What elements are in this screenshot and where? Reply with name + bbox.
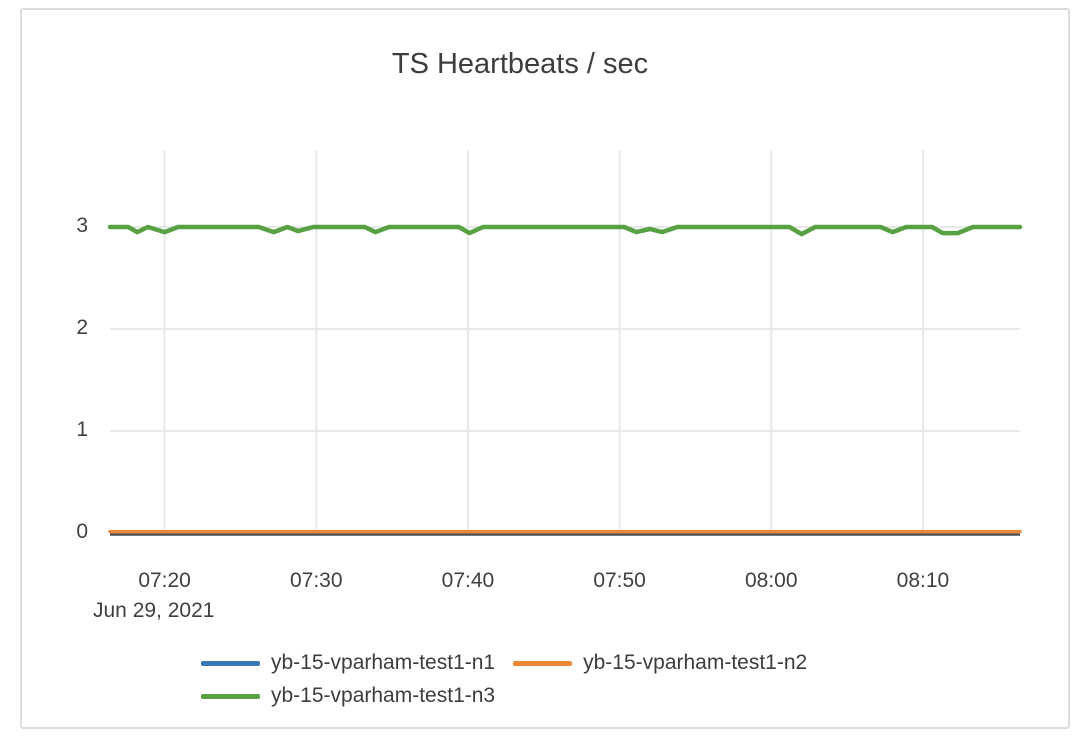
x-tick-label: 08:00 xyxy=(744,569,798,592)
legend-swatch-n1 xyxy=(201,660,260,666)
legend-row-1: yb-15-vparham-test1-n1 yb-15-vparham-tes… xyxy=(201,651,807,675)
x-tick-label: 08:10 xyxy=(896,569,950,592)
x-tick-label: 07:50 xyxy=(593,569,646,592)
y-tick-label: 0 xyxy=(76,520,88,543)
chart-frame xyxy=(20,8,1070,729)
legend-swatch-n2 xyxy=(513,660,573,666)
x-axis-date-label: Jun 29, 2021 xyxy=(93,599,215,622)
y-tick-label: 1 xyxy=(76,418,88,441)
legend-swatch-n3 xyxy=(201,693,260,699)
y-tick-label: 3 xyxy=(76,214,88,237)
plot-area[interactable] xyxy=(107,150,1023,536)
y-tick-label: 2 xyxy=(76,316,88,339)
legend-label-n2: yb-15-vparham-test1-n2 xyxy=(583,651,808,674)
legend-item-n1[interactable]: yb-15-vparham-test1-n1 xyxy=(201,651,495,675)
legend-label-n1: yb-15-vparham-test1-n1 xyxy=(271,651,496,674)
x-tick-label: 07:30 xyxy=(289,569,343,592)
x-tick-label: 07:20 xyxy=(138,569,191,592)
x-tick-label: 07:40 xyxy=(441,569,495,592)
legend-label-n3: yb-15-vparham-test1-n3 xyxy=(271,684,496,707)
legend-item-n3[interactable]: yb-15-vparham-test1-n3 xyxy=(201,684,495,708)
series-line-yb-15-vparham-test1-n3 xyxy=(107,224,1023,237)
chart-title: TS Heartbeats / sec xyxy=(391,48,649,80)
legend-item-n2[interactable]: yb-15-vparham-test1-n2 xyxy=(513,651,807,675)
legend: yb-15-vparham-test1-n1 yb-15-vparham-tes… xyxy=(201,651,807,708)
legend-row-2: yb-15-vparham-test1-n3 xyxy=(201,684,807,708)
